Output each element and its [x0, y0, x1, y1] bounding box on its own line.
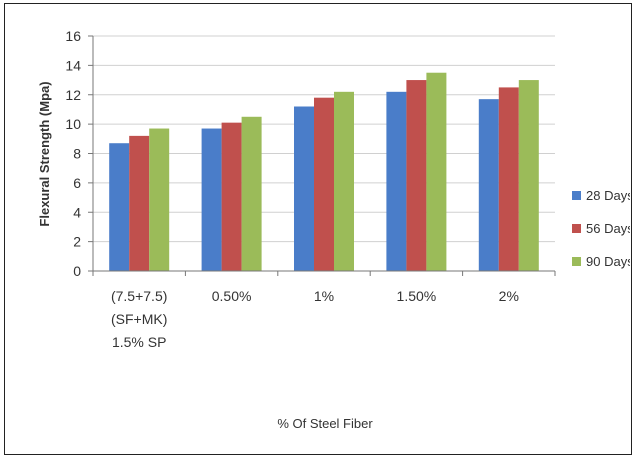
y-tick-label: 16: [65, 28, 81, 44]
bar: [498, 87, 519, 271]
bar: [241, 116, 262, 271]
bar: [518, 80, 539, 271]
x-tick-label: 1%: [314, 288, 334, 304]
bar: [109, 143, 130, 271]
y-tick-label: 8: [73, 146, 81, 162]
bar: [221, 122, 242, 271]
legend-swatch: [572, 224, 581, 233]
bar: [129, 135, 150, 271]
bar: [478, 99, 499, 271]
x-tick-label: 2%: [499, 288, 519, 304]
y-axis-label: Flexural Strength (Mpa): [37, 81, 52, 226]
y-tick-label: 4: [73, 204, 81, 220]
bar: [294, 106, 314, 271]
legend-label: 56 Days: [586, 221, 630, 236]
y-axis-ticks: 0 2 4 6 8 10 12 14 16: [65, 28, 93, 279]
bar: [149, 128, 170, 271]
x-tick-label: 0.50%: [212, 288, 252, 304]
legend-swatch: [572, 191, 581, 200]
bar: [406, 80, 427, 271]
y-tick-label: 14: [65, 57, 81, 73]
bars: [109, 72, 539, 271]
chart-frame: 0 2 4 6 8 10 12 14 16 (7.5+7.5) (SF+MK) 1.5% SP 0.5…: [4, 3, 634, 455]
legend-swatch: [572, 257, 581, 266]
y-tick-label: 12: [65, 87, 81, 103]
y-tick-label: 10: [65, 116, 81, 132]
bar: [334, 91, 354, 271]
x-tick-label: 1.5% SP: [112, 334, 166, 350]
x-tick-label: 1.50%: [397, 288, 437, 304]
legend-label: 90 Days: [586, 254, 630, 269]
bar: [426, 72, 447, 271]
y-tick-label: 6: [73, 175, 81, 191]
x-axis-label: % Of Steel Fiber: [277, 416, 373, 431]
x-tick-label: (SF+MK): [111, 311, 167, 327]
y-tick-label: 0: [73, 263, 81, 279]
axes: [92, 36, 555, 272]
x-axis-ticks: (7.5+7.5) (SF+MK) 1.5% SP 0.50% 1% 1.50% 2%: [92, 271, 556, 350]
legend-label: 28 Days: [586, 188, 630, 203]
bar: [314, 97, 334, 271]
legend: 28 Days 56 Days 90 Days: [572, 188, 634, 269]
bar-chart: 0 2 4 6 8 10 12 14 16 (7.5+7.5) (SF+MK) 1.5% SP 0.5…: [37, 28, 634, 431]
bar: [201, 128, 222, 271]
y-tick-label: 2: [73, 234, 81, 250]
bar: [386, 91, 407, 271]
x-tick-label: (7.5+7.5): [111, 288, 167, 304]
